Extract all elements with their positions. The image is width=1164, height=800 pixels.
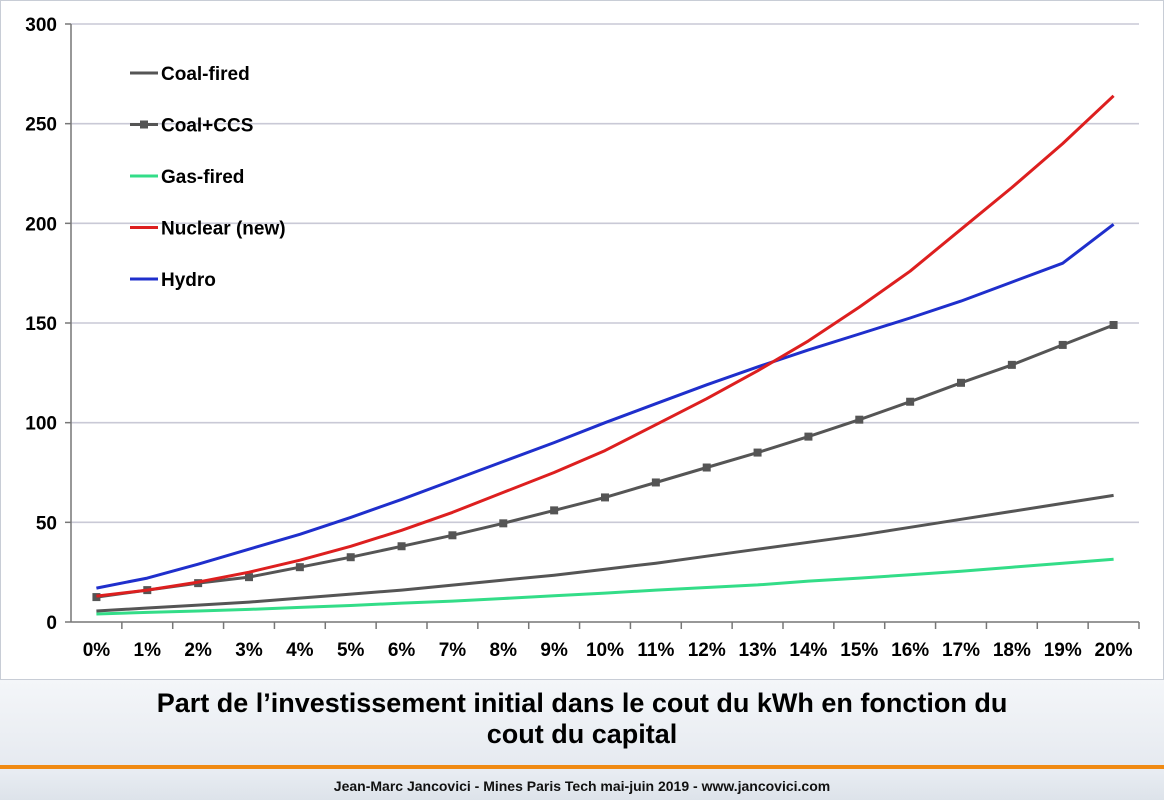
data-point (957, 378, 965, 387)
data-point (346, 553, 355, 562)
x-tick-label: 13% (739, 640, 777, 661)
data-point (855, 415, 864, 424)
y-tick-label: 150 (25, 314, 57, 335)
data-point (295, 563, 304, 572)
data-point (651, 478, 660, 487)
x-tick-label: 3% (235, 640, 263, 661)
x-tick-label: 6% (388, 640, 416, 661)
y-tick-label: 200 (25, 214, 57, 235)
series-line-hydro (96, 223, 1115, 590)
x-tick-label: 2% (184, 640, 212, 661)
line-chart: 0 50 100 150 200 250 300 0% 1% 2% 3% 4% 5% 6% 7% 8% 9% 1… (25, 15, 1140, 661)
x-tick-label: 19% (1044, 640, 1082, 661)
series-line-coal-ccs (96, 323, 1115, 599)
legend-label-gas-fired: Gas-fired (161, 167, 244, 188)
y-tick-label: 300 (25, 15, 57, 36)
caption-line-1: Part de l’investissement initial dans le… (156, 688, 1008, 718)
orange-divider (0, 765, 1164, 769)
series-line-nuclear-new (96, 94, 1115, 598)
x-axis-ticks: 0% 1% 2% 3% 4% 5% 6% 7% 8% 9% 10% 11% 12% 13% 14% 15% 16… (83, 622, 1140, 661)
legend-marker (140, 120, 148, 129)
data-point (397, 542, 406, 551)
y-tick-label: 0 (46, 613, 57, 634)
legend-label-coal-fired: Coal-fired (161, 64, 250, 85)
caption-line-2: cout du capital (486, 719, 678, 749)
x-tick-label: 18% (993, 640, 1031, 661)
footer: Jean-Marc Jancovici - Mines Paris Tech m… (0, 769, 1164, 800)
data-point (906, 397, 915, 406)
grid-lines (71, 23, 1139, 524)
x-tick-label: 15% (840, 640, 878, 661)
footer-credit: Jean-Marc Jancovici - Mines Paris Tech m… (333, 778, 831, 794)
legend-label-coal-ccs: Coal+CCS (161, 116, 253, 137)
x-tick-label: 11% (637, 640, 674, 661)
x-tick-label: 8% (490, 640, 518, 661)
data-point (1058, 340, 1067, 349)
caption-title: Part de l’investissement initial dans le… (0, 688, 1164, 750)
x-tick-label: 20% (1095, 640, 1133, 661)
x-tick-label: 7% (439, 640, 467, 661)
data-point (1109, 320, 1118, 329)
data-point (804, 432, 813, 441)
legend-label-hydro: Hydro (161, 270, 216, 291)
legend-label-nuclear-new: Nuclear (new) (161, 219, 286, 240)
series (92, 94, 1118, 616)
caption-area: Part de l’investissement initial dans le… (0, 680, 1164, 766)
data-point (1007, 360, 1016, 369)
y-tick-label: 250 (25, 115, 57, 136)
legend: Coal-fired Coal+CCS Gas-fired Nuclear (new)… (130, 64, 286, 291)
series-line-coal-fired (96, 493, 1114, 613)
data-point (448, 531, 457, 540)
y-tick-label: 50 (36, 513, 57, 534)
x-tick-label: 12% (688, 640, 726, 661)
x-tick-label: 17% (942, 640, 980, 661)
x-tick-label: 4% (286, 640, 314, 661)
data-point (550, 506, 559, 515)
data-point (499, 519, 508, 528)
data-point (702, 463, 711, 472)
data-point (92, 593, 101, 602)
x-tick-label: 0% (83, 640, 111, 661)
x-tick-label: 5% (337, 640, 365, 661)
x-tick-label: 10% (586, 640, 624, 661)
y-axis-ticks: 0 50 100 150 200 250 300 (25, 15, 71, 634)
x-tick-label: 9% (540, 640, 568, 661)
x-tick-label: 14% (789, 640, 827, 661)
data-point (601, 493, 609, 502)
x-tick-label: 1% (134, 640, 162, 661)
y-tick-label: 100 (25, 414, 57, 435)
chart-frame: 0 50 100 150 200 250 300 0% 1% 2% 3% 4% 5% 6% 7% 8% 9% 1… (0, 0, 1164, 680)
data-point (245, 573, 253, 582)
series-line-gas-fired (96, 557, 1114, 616)
data-point (753, 448, 762, 457)
x-tick-label: 16% (891, 640, 929, 661)
